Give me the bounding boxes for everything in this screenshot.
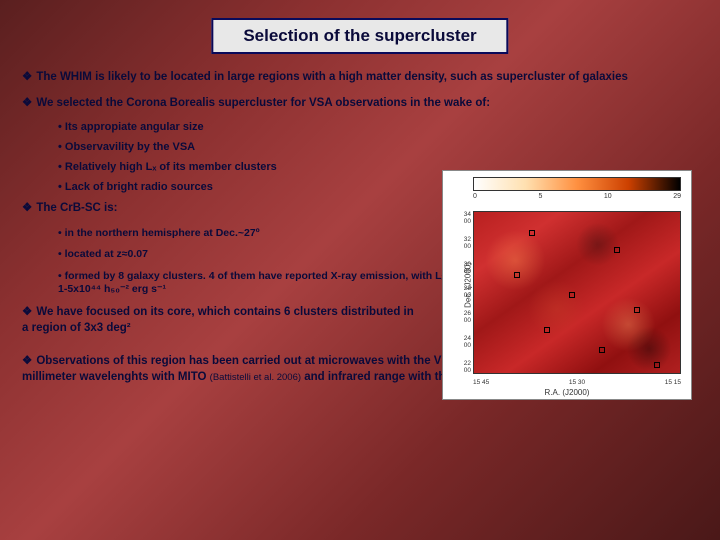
bullet-5-ref2: (Battistelli et al. 2006)	[210, 372, 301, 383]
cb-tick: 5	[538, 193, 542, 200]
bullet-3-sublist: • in the northern hemisphere at Dec.~27º…	[58, 227, 458, 298]
diamond-icon: ❖	[22, 306, 32, 318]
ytick: 34 00	[455, 211, 471, 225]
ytick: 32 00	[455, 236, 471, 250]
b3-item-2: • located at z≈0.07	[58, 248, 458, 262]
cb-tick: 10	[604, 193, 612, 200]
b2-item-2: • Observavility by the VSA	[58, 141, 458, 153]
bullet-2: ❖ We selected the Corona Borealis supercl…	[22, 96, 698, 112]
xtick: 15 15	[665, 379, 681, 386]
cluster-marker	[654, 362, 660, 368]
colorbar-labels: 0 5 10 29	[473, 193, 681, 200]
ytick: 28 00	[455, 285, 471, 299]
chart-plot-area	[473, 211, 681, 374]
diamond-icon: ❖	[22, 97, 32, 109]
chart-xticks: 15 45 15 30 15 15	[473, 379, 681, 386]
b2-item-4: • Lack of bright radio sources	[58, 181, 458, 193]
bullet-4: ❖We have focused on its core, which cont…	[22, 305, 422, 336]
bullet-2-sublist: • Its appropiate angular size • Observav…	[58, 121, 458, 193]
bullet-1-text: The WHIM is likely to be located in larg…	[36, 71, 628, 83]
bullet-3-text: The CrB-SC is:	[36, 202, 117, 214]
b2-item-3: • Relatively high Lₓ of its member clust…	[58, 161, 458, 173]
cluster-marker	[529, 230, 535, 236]
cluster-marker	[614, 247, 620, 253]
chart-yticks: 34 00 32 00 30 00 28 00 26 00 24 00 22 0…	[455, 211, 471, 374]
bullet-4-text: We have focused on its core, which conta…	[22, 306, 414, 334]
chart-xlabel: R.A. (J2000)	[545, 388, 590, 397]
ytick: 26 00	[455, 310, 471, 324]
bullet-1: ❖ The WHIM is likely to be located in lar…	[22, 70, 698, 86]
slide-title: Selection of the supercluster	[211, 18, 508, 54]
cluster-marker	[544, 327, 550, 333]
bullet-5-pre: Observations of this region has been car…	[36, 355, 460, 367]
ytick: 22 00	[455, 360, 471, 374]
cluster-marker	[599, 347, 605, 353]
bullet-3: ❖ The CrB-SC is:	[22, 201, 422, 217]
colorbar	[473, 177, 681, 191]
ytick: 24 00	[455, 335, 471, 349]
diamond-icon: ❖	[22, 355, 32, 367]
cluster-marker	[569, 292, 575, 298]
diamond-icon: ❖	[22, 71, 32, 83]
cb-tick: 29	[673, 193, 681, 200]
b3-item-1: • in the northern hemisphere at Dec.~27º	[58, 227, 458, 241]
ytick: 30 00	[455, 261, 471, 275]
diamond-icon: ❖	[22, 202, 32, 214]
b3-item-3: • formed by 8 galaxy clusters. 4 of them…	[58, 270, 458, 297]
bullet-2-text: We selected the Corona Borealis superclu…	[36, 97, 490, 109]
xtick: 15 30	[569, 379, 585, 386]
cluster-marker	[634, 307, 640, 313]
density-map-chart: 0 5 10 29 Dec. (J2000) 34 00 32 00 30 00…	[442, 170, 692, 400]
cb-tick: 0	[473, 193, 477, 200]
xtick: 15 45	[473, 379, 489, 386]
cluster-marker	[514, 272, 520, 278]
b2-item-1: • Its appropiate angular size	[58, 121, 458, 133]
